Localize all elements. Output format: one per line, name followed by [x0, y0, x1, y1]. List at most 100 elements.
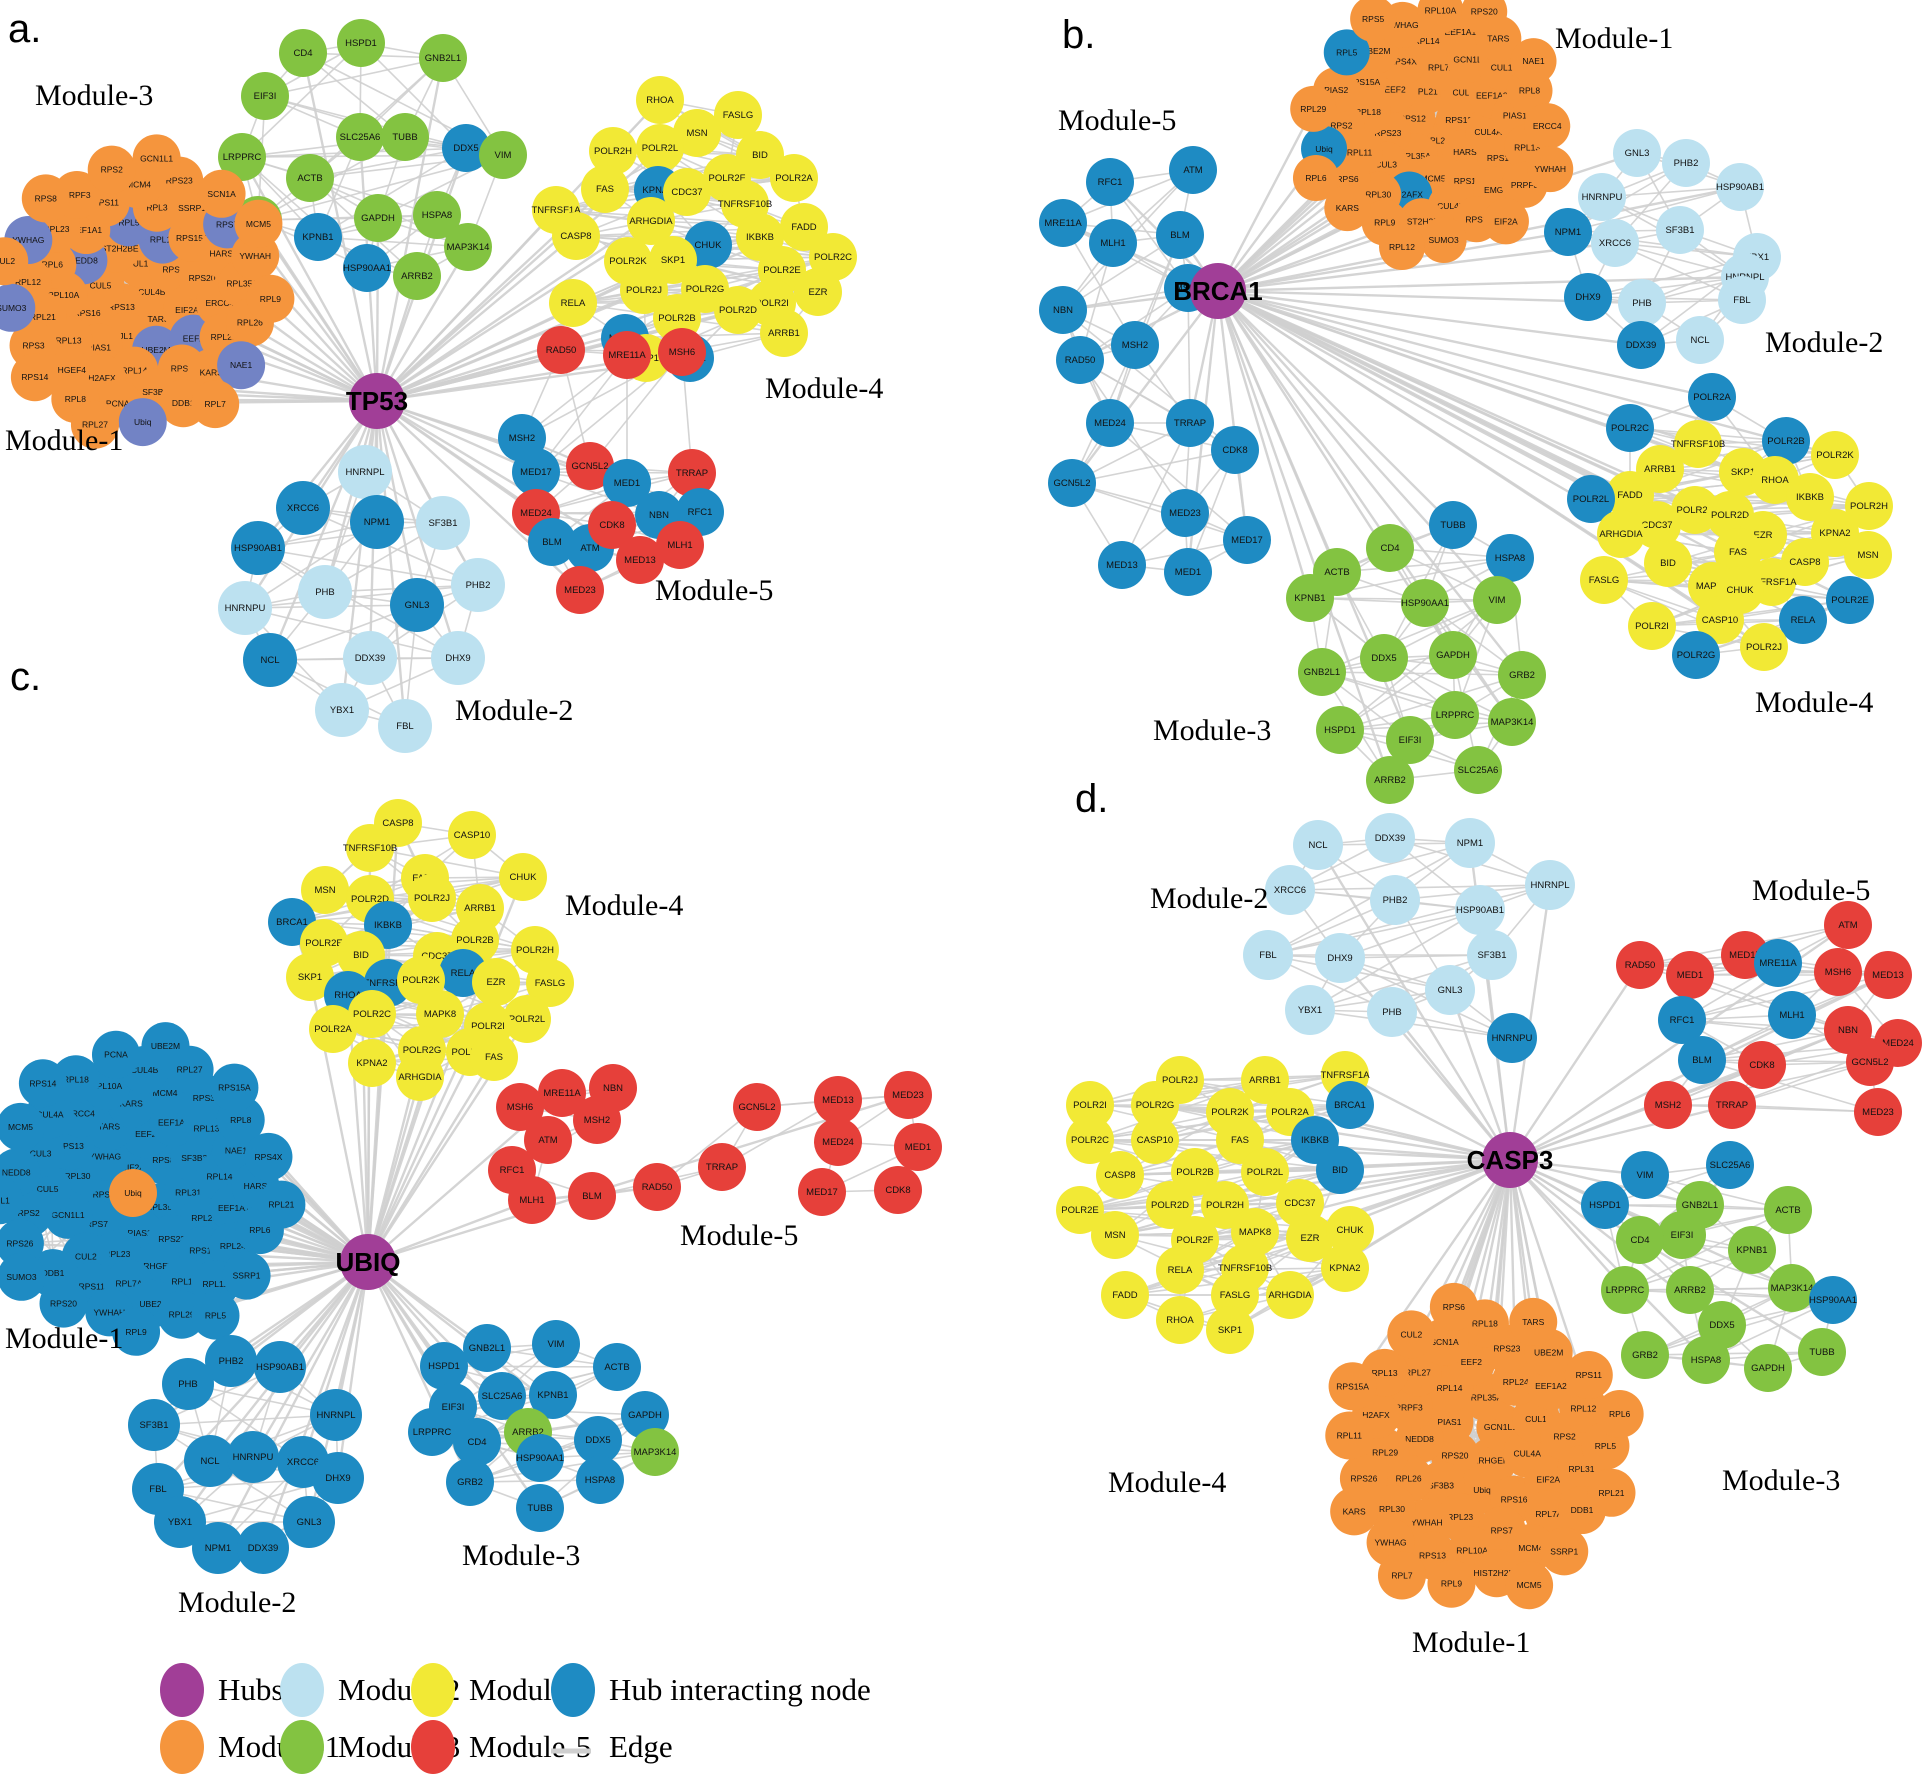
nodes-layer: CD4 HSPD1 GNB2L1 EIF3I SLC25A6 TUBB DDX5 VIM LRP… — [0, 19, 857, 753]
node-label-GCN1L1: GCN1L1 — [1453, 54, 1486, 64]
node-RAD50 — [537, 326, 585, 374]
node-label-RPS11: RPS11 — [79, 1282, 106, 1292]
node-label-RPS13: RPS13 — [1445, 115, 1472, 125]
node-EZR — [472, 958, 520, 1006]
node-label-POLR2D: POLR2D — [1711, 510, 1749, 521]
node-label-UBE2M: UBE2M — [1361, 46, 1390, 56]
module-title-Module-1: Module-1 — [5, 424, 123, 457]
node-label-MAPK8: MAPK8 — [1696, 581, 1728, 592]
node-label-TRRAP: TRRAP — [706, 1162, 738, 1173]
edge — [1587, 276, 1746, 298]
node-BID — [1316, 1146, 1364, 1194]
hub-label-UBIQ: UBIQ — [336, 1247, 401, 1277]
node-label-POLR2B: POLR2B — [658, 313, 696, 324]
node-label-PRPF3: PRPF3 — [1511, 180, 1539, 190]
node-POLR2H — [589, 127, 637, 175]
node-VIM — [479, 131, 527, 179]
node-label-RPL13: RPL13 — [1514, 142, 1540, 152]
node-label-HNRNPL: HNRNPL — [1530, 880, 1569, 891]
node-FASLG — [1211, 1271, 1259, 1319]
node-DDX39 — [343, 631, 397, 685]
node-label-CDC37: CDC37 — [671, 187, 702, 198]
node-KPNB1 — [529, 1371, 577, 1419]
node-MED24 — [1086, 399, 1134, 447]
node-label-GAPDH: GAPDH — [628, 1410, 662, 1421]
node-label-TNFRSF10B: TNFRSF10B — [718, 199, 772, 210]
node-label-RPS12: RPS12 — [1399, 113, 1426, 123]
node-label-CUL4A: CUL4A — [1474, 127, 1502, 137]
node-POLR2J — [408, 874, 456, 922]
node-MSN — [673, 109, 721, 157]
node-VIM — [1473, 576, 1521, 624]
node-label-CDC37: CDC37 — [1284, 1198, 1315, 1209]
edge — [1217, 241, 1616, 293]
node-label-CUL4A: CUL4A — [1513, 1449, 1541, 1459]
node-label-DDX5: DDX5 — [1371, 653, 1396, 664]
node-label-RELA: RELA — [451, 968, 476, 979]
node-label-ARRB1: ARRB1 — [768, 328, 800, 339]
node-BLM — [528, 518, 576, 566]
node-RPL11 — [1325, 1411, 1374, 1460]
node-label-RPL5: RPL5 — [118, 217, 140, 227]
edge — [1448, 989, 1512, 1161]
module-title-Module-4: Module-4 — [1755, 686, 1873, 719]
node-label-POLR2D: POLR2D — [1151, 1200, 1189, 1211]
node-label-POLR2J: POLR2J — [626, 285, 662, 296]
node-label-SF3B1: SF3B1 — [139, 1420, 168, 1431]
node-label-Ubiq: Ubiq — [124, 1188, 142, 1198]
node-HSP90AB1 — [1716, 163, 1764, 211]
node-EZR — [1286, 1214, 1334, 1262]
node-KPNA2 — [348, 1039, 396, 1087]
node-label-POLR2E: POLR2E — [763, 265, 801, 276]
node-label-PHB2: PHB2 — [219, 1356, 244, 1367]
node-MED24 — [814, 1118, 862, 1166]
node-label-RPL9: RPL9 — [1441, 1579, 1463, 1589]
node-label-POLR2I: POLR2I — [755, 298, 789, 309]
node-label-MCM5: MCM5 — [246, 219, 271, 229]
node-label-RPL3: RPL3 — [146, 203, 168, 213]
node-label-BID: BID — [752, 150, 768, 161]
node-label-SUMO3: SUMO3 — [6, 1272, 37, 1282]
node-label-RPL14: RPL14 — [207, 1171, 233, 1181]
node-label-RPL21: RPL21 — [30, 312, 56, 322]
edge — [375, 400, 480, 586]
node-label-SKP1: SKP1 — [298, 972, 322, 983]
node-label-CASP10: CASP10 — [1702, 615, 1738, 626]
node-label-YWHAG: YWHAG — [12, 235, 44, 245]
node-label-ARRB2: ARRB2 — [512, 1427, 544, 1438]
node-label-HSPD1: HSPD1 — [1324, 725, 1356, 736]
node-label-EIF3I: EIF3I — [254, 91, 277, 102]
edge — [1079, 359, 1186, 514]
legend-icon-Hub interacting node — [551, 1663, 595, 1717]
node-label-POLR2G: POLR2G — [686, 284, 725, 295]
node-label-NPM1: NPM1 — [1457, 838, 1483, 849]
node-MED23 — [1161, 489, 1209, 537]
node-label-RPL27: RPL27 — [1405, 1367, 1431, 1377]
node-label-RPS14: RPS14 — [29, 1078, 56, 1088]
module-title-Module-5: Module-5 — [1752, 874, 1870, 907]
labels-layer: UBIQ Module-4 Module-5 Module-1 Module-2 Modu… — [5, 655, 798, 1619]
node-RELA — [1779, 596, 1827, 644]
hub-node-BRCA1 — [1190, 263, 1246, 319]
edge — [1344, 1073, 1511, 1162]
node-label-RPL18: RPL18 — [1472, 1318, 1498, 1328]
edge — [251, 1261, 370, 1458]
legend-label-Hub interacting node: Hub interacting node — [609, 1672, 871, 1707]
node-label-PIAS1: PIAS1 — [128, 1228, 152, 1238]
node-label-MED13: MED13 — [822, 1095, 854, 1106]
node-label-HNRNPL: HNRNPL — [316, 1410, 355, 1421]
node-label-GRB2: GRB2 — [457, 1477, 483, 1488]
node-label-CUL1: CUL1 — [0, 1195, 10, 1205]
node-label-MCM4: MCM4 — [126, 179, 151, 189]
node-HSPD1 — [420, 1342, 468, 1390]
node-RPS20 — [39, 1279, 88, 1328]
node-MLH1 — [1768, 991, 1816, 1039]
node-CASP8 — [1096, 1151, 1144, 1199]
module-title-Module-2: Module-2 — [178, 1586, 296, 1619]
node-label-FBL: FBL — [396, 721, 413, 732]
hub-label-BRCA1: BRCA1 — [1173, 276, 1263, 306]
node-KPNB1 — [294, 213, 342, 261]
node-MED13 — [1864, 951, 1912, 999]
node-label-ATM: ATM — [580, 543, 599, 554]
node-Ubiq — [118, 398, 167, 447]
